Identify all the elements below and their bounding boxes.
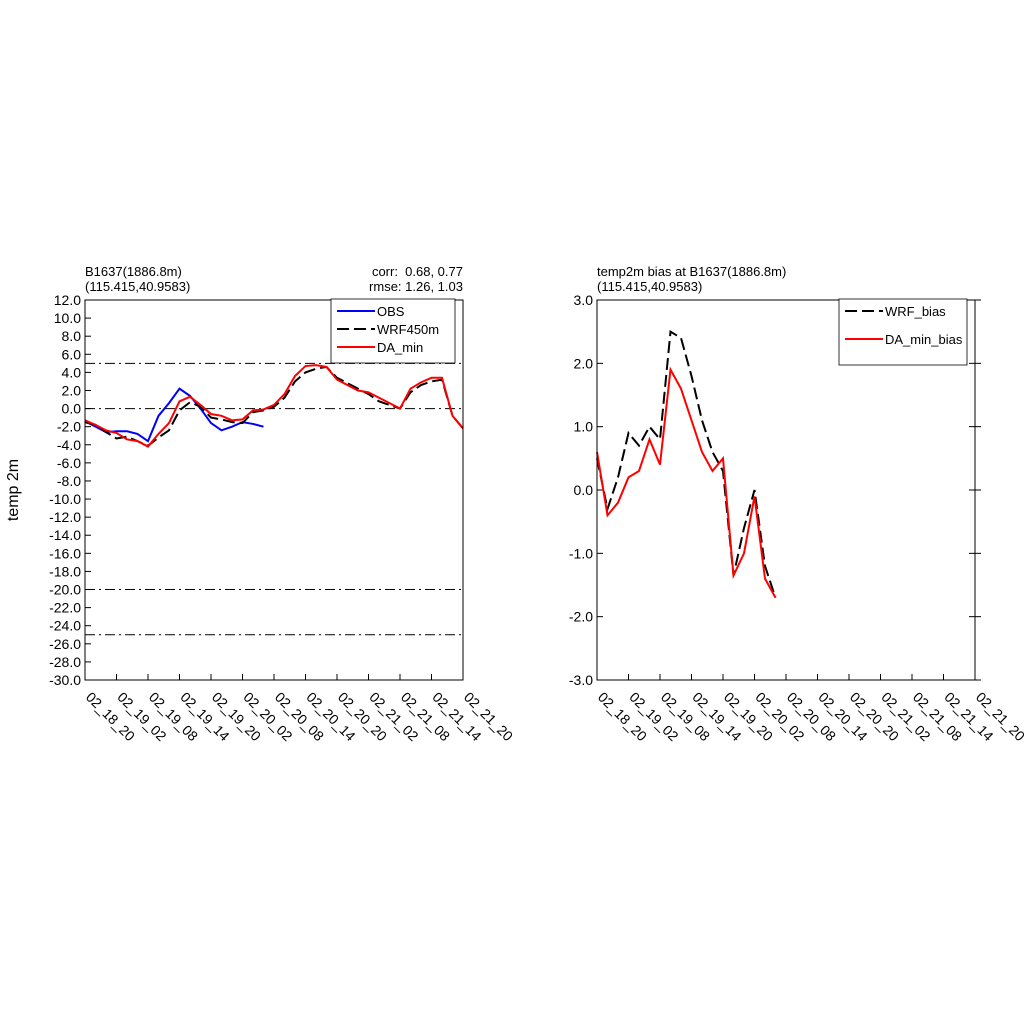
legend-label: DA_min_bias: [885, 332, 963, 347]
chart-title: B1637(1886.8m): [85, 264, 182, 279]
legend-label: WRF_bias: [885, 304, 946, 319]
y-tick-label: -28.0: [49, 654, 81, 670]
y-tick-label: -14.0: [49, 527, 81, 543]
y-tick-label: -26.0: [49, 636, 81, 652]
chart-title: (115.415,40.9583): [597, 279, 702, 294]
y-tick-label: -24.0: [49, 618, 81, 634]
y-tick-label: -10.0: [49, 491, 81, 507]
plot-frame: [84, 299, 464, 681]
stats-text: rmse: 1.26, 1.03: [369, 279, 463, 294]
legend-box: [330, 298, 456, 364]
data-line: [84, 365, 464, 447]
y-tick-label: -16.0: [49, 545, 81, 561]
chart-title: (115.415,40.9583): [85, 279, 190, 294]
y-tick-label: 8.0: [62, 328, 82, 344]
y-tick-label: -30.0: [49, 672, 81, 688]
y-tick-label: -22.0: [49, 600, 81, 616]
y-axis-label: temp 2m: [5, 459, 22, 521]
y-tick-label: 3.0: [574, 292, 594, 308]
y-tick-label: -4.0: [57, 437, 81, 453]
legend-label: DA_min: [377, 340, 423, 355]
legend-box: [838, 298, 968, 366]
y-tick-label: -18.0: [49, 563, 81, 579]
y-tick-label: 12.0: [54, 292, 81, 308]
y-tick-label: 2.0: [574, 355, 594, 371]
y-tick-label: 0.0: [574, 482, 594, 498]
y-tick-label: -8.0: [57, 473, 81, 489]
y-tick-label: -20.0: [49, 582, 81, 598]
y-tick-label: 2.0: [62, 382, 82, 398]
y-tick-label: -2.0: [57, 419, 81, 435]
y-tick-label: -6.0: [57, 455, 81, 471]
data-line: [596, 366, 777, 599]
data-line: [84, 364, 464, 448]
y-tick-label: 0.0: [62, 401, 82, 417]
plot-frame: [596, 299, 976, 681]
legend-label: WRF450m: [377, 322, 439, 337]
y-tick-label: 6.0: [62, 346, 82, 362]
data-line: [596, 329, 777, 598]
y-tick-label: -12.0: [49, 509, 81, 525]
y-tick-label: -2.0: [569, 609, 593, 625]
y-tick-label: -1.0: [569, 545, 593, 561]
stats-text: corr: 0.68, 0.77: [372, 264, 463, 279]
y-tick-label: 4.0: [62, 364, 82, 380]
data-line: [84, 387, 264, 443]
chart-title: temp2m bias at B1637(1886.8m): [597, 264, 786, 279]
y-tick-label: 1.0: [574, 419, 594, 435]
y-tick-label: -3.0: [569, 672, 593, 688]
legend-label: OBS: [377, 304, 405, 319]
y-tick-label: 10.0: [54, 310, 81, 326]
